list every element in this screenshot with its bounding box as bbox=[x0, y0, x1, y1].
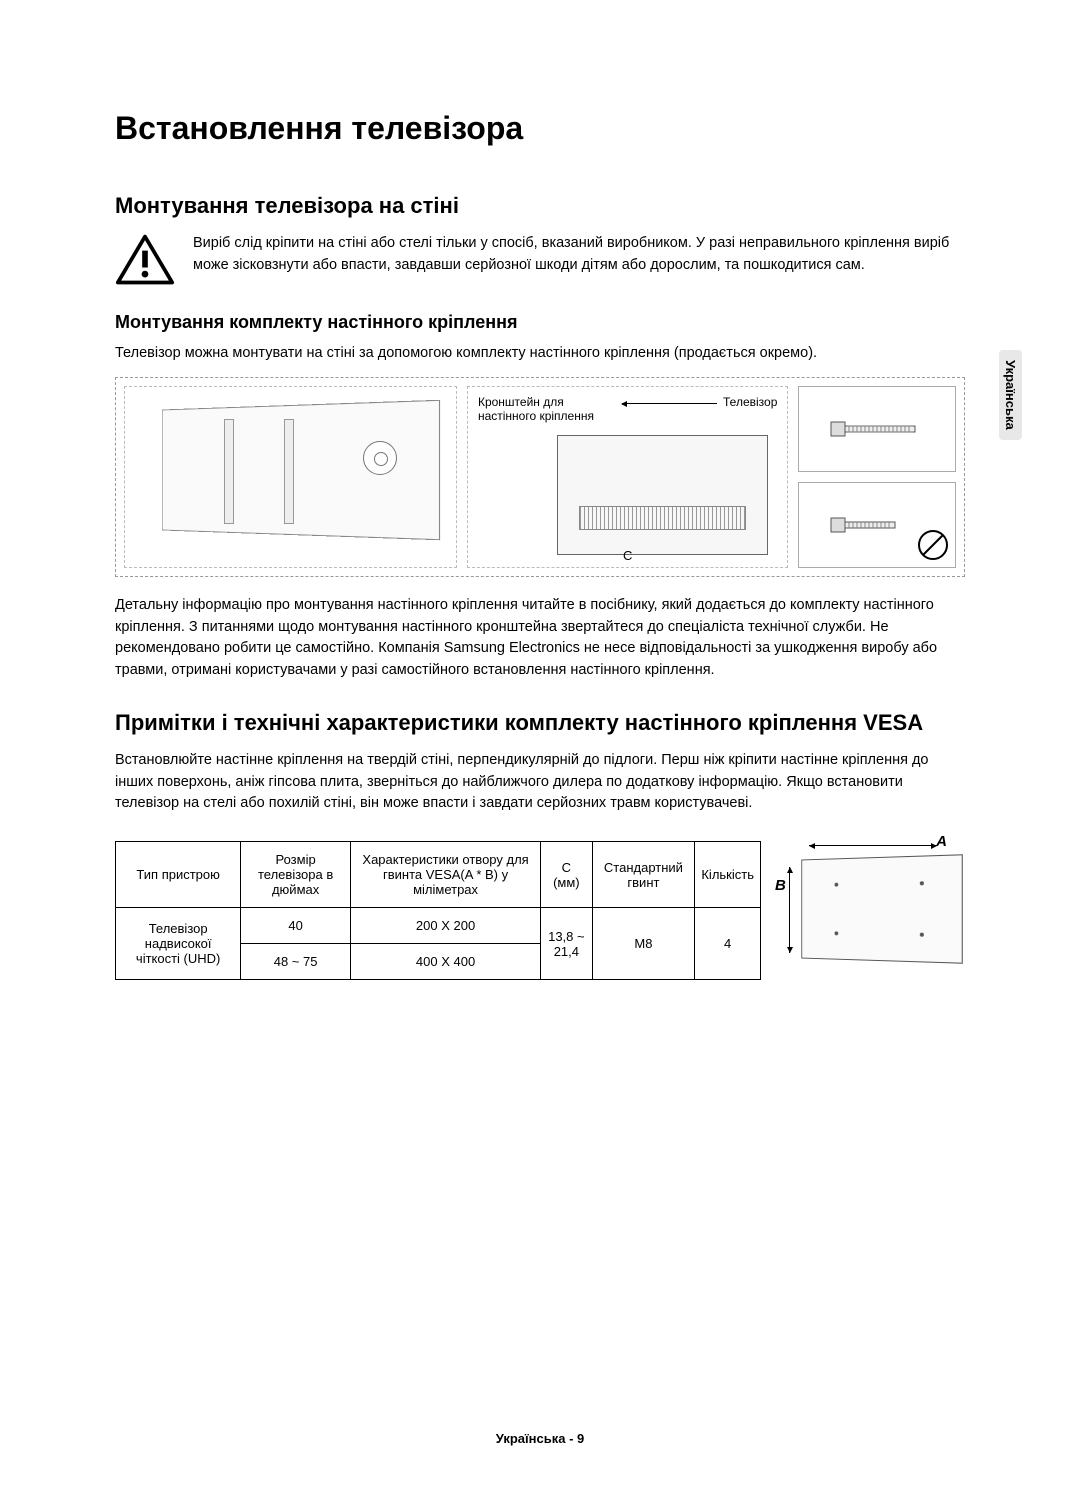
th-type: Тип пристрою bbox=[116, 842, 241, 908]
page-title: Встановлення телевізора bbox=[115, 110, 965, 147]
warning-icon bbox=[115, 233, 175, 292]
mount-diagram: Кронштейн для настінного кріплення Телев… bbox=[115, 377, 965, 577]
td-size-1: 48 ~ 75 bbox=[241, 944, 351, 980]
page-footer: Українська - 9 bbox=[0, 1431, 1080, 1446]
bolt-not-ok bbox=[798, 482, 956, 568]
th-vesa: Характеристики отвору для гвинта VESA(A … bbox=[350, 842, 540, 908]
th-screw: Стандартний гвинт bbox=[592, 842, 695, 908]
diagram-bolts bbox=[798, 386, 956, 568]
b-label: B bbox=[775, 877, 786, 894]
language-side-tab: Українська bbox=[999, 350, 1022, 440]
td-type: Телевізор надвисокої чіткості (UHD) bbox=[116, 908, 241, 980]
bracket-label: Кронштейн для настінного кріплення bbox=[478, 395, 616, 423]
th-qty: Кількість bbox=[695, 842, 761, 908]
mount-kit-subheading: Монтування комплекту настінного кріпленн… bbox=[115, 312, 965, 333]
tv-label: Телевізор bbox=[723, 395, 777, 423]
th-size: Розмір телевізора в дюймах bbox=[241, 842, 351, 908]
td-size-0: 40 bbox=[241, 908, 351, 944]
bolt-ok bbox=[798, 386, 956, 472]
ab-dimension-diagram: A B bbox=[775, 831, 965, 971]
a-label: A bbox=[936, 833, 947, 850]
vesa-intro: Встановлюйте настінне кріплення на тверд… bbox=[115, 750, 965, 815]
td-vesa-1: 400 X 400 bbox=[350, 944, 540, 980]
c-label: C bbox=[623, 548, 632, 563]
mount-kit-text: Телевізор можна монтувати на стіні за до… bbox=[115, 343, 965, 365]
td-c: 13,8 ~ 21,4 bbox=[541, 908, 592, 980]
warning-text: Виріб слід кріпити на стіні або стелі ті… bbox=[193, 233, 965, 277]
vesa-spec-table: Тип пристрою Розмір телевізора в дюймах … bbox=[115, 841, 761, 980]
td-vesa-0: 200 X 200 bbox=[350, 908, 540, 944]
th-c: C (мм) bbox=[541, 842, 592, 908]
after-diagram-text: Детальну інформацію про монтування насті… bbox=[115, 595, 965, 682]
diagram-tv-rear: Кронштейн для настінного кріплення Телев… bbox=[467, 386, 788, 568]
td-screw: M8 bbox=[592, 908, 695, 980]
section-mount-heading: Монтування телевізора на стіні bbox=[115, 193, 965, 219]
td-qty: 4 bbox=[695, 908, 761, 980]
diagram-tv-perspective bbox=[124, 386, 457, 568]
prohibited-icon bbox=[917, 529, 949, 561]
warning-block: Виріб слід кріпити на стіні або стелі ті… bbox=[115, 233, 965, 292]
vesa-heading: Примітки і технічні характеристики компл… bbox=[115, 710, 965, 736]
